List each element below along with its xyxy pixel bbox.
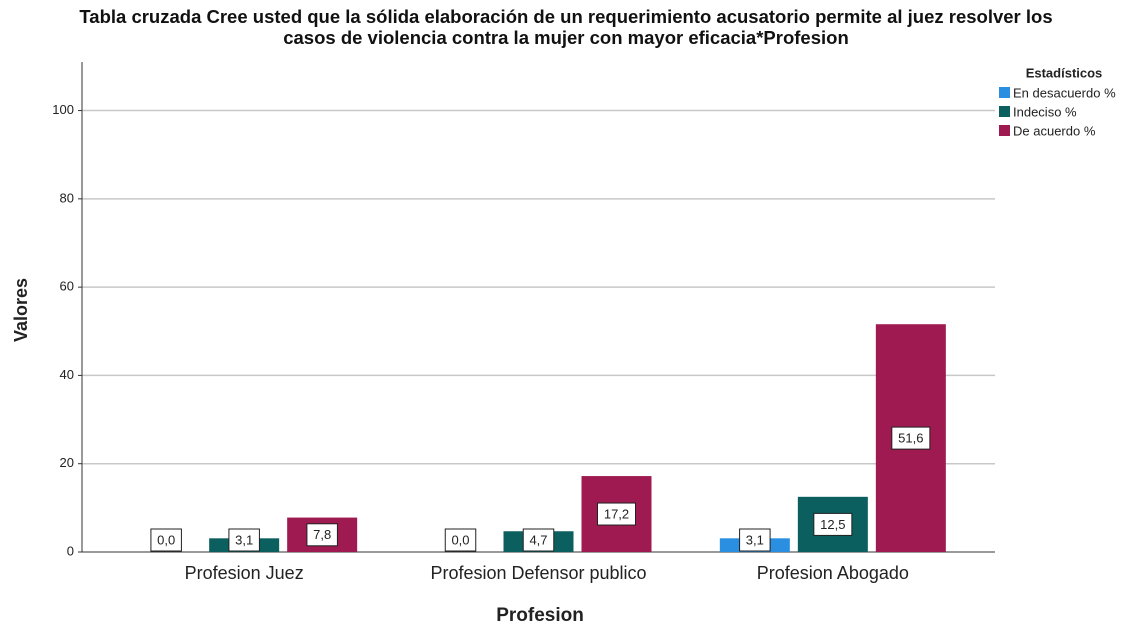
legend-swatch xyxy=(999,125,1010,136)
y-tick-label: 100 xyxy=(52,102,74,117)
value-label-box xyxy=(739,528,771,552)
legend-label: Indeciso % xyxy=(1013,104,1077,119)
value-label-box xyxy=(813,512,853,536)
value-label: 4,7 xyxy=(529,532,547,547)
y-axis-title: Valores xyxy=(11,278,31,342)
value-label: 12,5 xyxy=(820,517,845,532)
legend-label: De acuerdo % xyxy=(1013,123,1096,138)
x-tick-label: Profesion Abogado xyxy=(757,563,909,583)
value-label: 0,0 xyxy=(157,532,175,547)
value-label: 0,0 xyxy=(451,532,469,547)
value-label-box xyxy=(444,528,477,552)
y-tick-label: 20 xyxy=(60,455,74,470)
value-label-box xyxy=(522,528,555,552)
value-label: 17,2 xyxy=(604,506,629,521)
y-tick-label: 0 xyxy=(67,543,74,558)
x-tick-label: Profesion Defensor publico xyxy=(430,563,646,583)
value-label-box xyxy=(150,528,182,552)
value-label-box xyxy=(228,528,260,552)
value-label-box xyxy=(891,426,931,450)
y-tick-label: 80 xyxy=(60,190,74,205)
x-tick-label: Profesion Juez xyxy=(185,563,304,583)
x-axis-title: Profesion xyxy=(496,605,584,626)
value-label-box xyxy=(306,523,338,547)
value-label: 7,8 xyxy=(313,527,331,542)
legend-swatch xyxy=(999,106,1010,117)
legend-swatch xyxy=(999,87,1010,98)
y-tick-label: 60 xyxy=(60,279,74,294)
chart-title: Tabla cruzada Cree usted que la sólida e… xyxy=(79,6,1053,48)
value-label: 51,6 xyxy=(898,431,923,446)
value-label-box xyxy=(597,502,636,526)
value-label: 3,1 xyxy=(746,532,764,547)
value-label: 3,1 xyxy=(235,532,253,547)
y-tick-label: 40 xyxy=(60,367,74,382)
legend-label: En desacuerdo % xyxy=(1013,85,1116,100)
legend-title: Estadísticos xyxy=(1026,65,1103,80)
